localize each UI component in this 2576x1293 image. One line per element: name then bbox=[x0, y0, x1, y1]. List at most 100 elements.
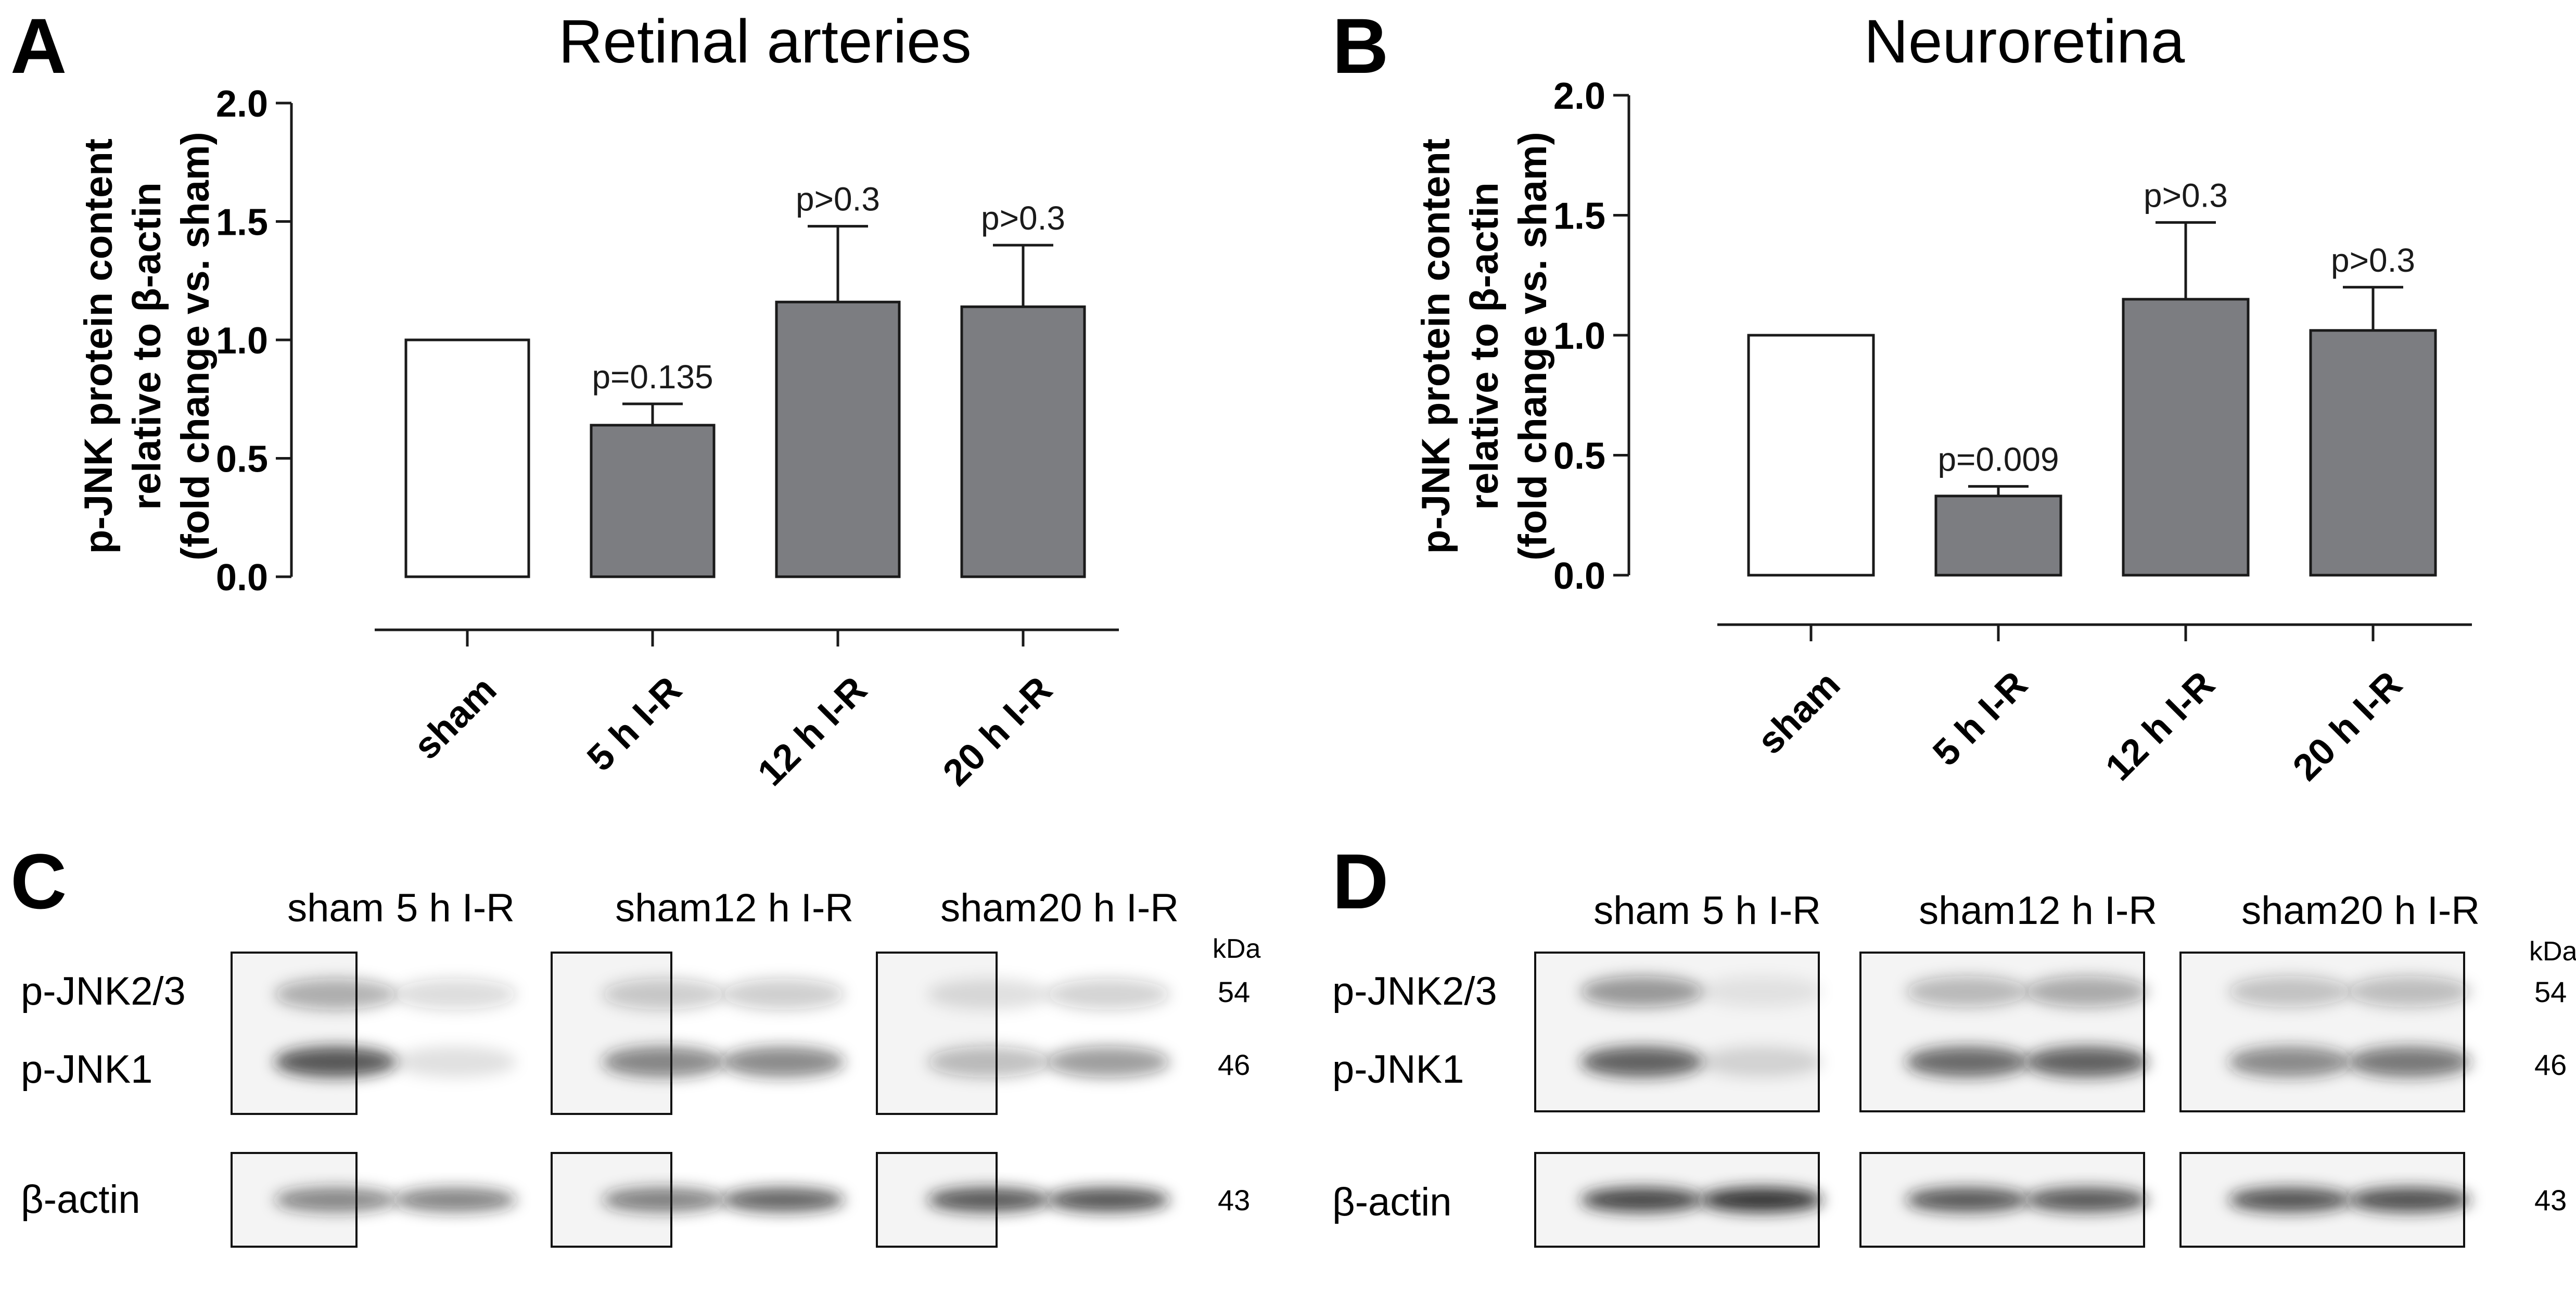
lane-label: sham bbox=[940, 886, 1037, 930]
kda-marker: 46 bbox=[2534, 1048, 2567, 1081]
band bbox=[1580, 1046, 1703, 1078]
lane-label: 12 h I-R bbox=[713, 886, 853, 930]
y-tick-label: 1.0 bbox=[216, 320, 268, 362]
gel-box-top bbox=[231, 952, 358, 1115]
band bbox=[2228, 1046, 2351, 1078]
band bbox=[1047, 1187, 1170, 1212]
kda-marker: 46 bbox=[1218, 1048, 1250, 1081]
bar-20-h-i-r bbox=[2309, 329, 2437, 577]
western-blot-panel-d: sham 5 h I-R sham 12 h I-R sham 20 h I-Rp-JNK… bbox=[1332, 889, 2576, 1248]
band bbox=[927, 979, 1050, 1010]
band bbox=[394, 1187, 517, 1212]
kda-marker: 54 bbox=[1218, 975, 1250, 1008]
band bbox=[1047, 1046, 1170, 1078]
y-tick-label: 2.0 bbox=[216, 83, 268, 125]
band bbox=[2025, 1046, 2148, 1078]
chart-title: Neuroretina bbox=[1864, 7, 2185, 76]
band bbox=[274, 1187, 397, 1212]
chart-title: Retinal arteries bbox=[558, 7, 972, 76]
p-value-label: p>0.3 bbox=[981, 199, 1065, 237]
band bbox=[1047, 979, 1170, 1010]
y-axis-label-line-1: p-JNK protein content bbox=[1414, 138, 1458, 554]
y-axis-label-line-2: relative to β-actin bbox=[125, 182, 169, 510]
band bbox=[1906, 1046, 2029, 1078]
row-label: β-actin bbox=[21, 1177, 141, 1222]
lane-label: 20 h I-R bbox=[1038, 886, 1179, 930]
y-axis-label-line-3: (fold change vs. sham) bbox=[173, 132, 218, 561]
y-tick-label: 0.5 bbox=[216, 439, 268, 480]
lane-label: sham bbox=[615, 886, 712, 930]
row-label: β-actin bbox=[1332, 1180, 1452, 1224]
row-label: p-JNK1 bbox=[21, 1047, 152, 1092]
bar-sham bbox=[1747, 334, 1875, 577]
panel-label-b: B bbox=[1332, 2, 1388, 90]
band bbox=[1700, 1046, 1823, 1078]
gel-box-top bbox=[1859, 952, 2145, 1112]
band bbox=[1906, 976, 2029, 1007]
panel-label-d: D bbox=[1332, 838, 1388, 925]
bar-5-h-i-r bbox=[1934, 495, 2062, 577]
band bbox=[602, 1046, 725, 1078]
p-value-label: p>0.3 bbox=[796, 181, 880, 218]
row-label: p-JNK1 bbox=[1332, 1047, 1464, 1092]
y-axis-label: p-JNK protein content relative to β-acti… bbox=[76, 132, 218, 561]
bar-sham bbox=[404, 338, 530, 578]
lane-label: 20 h I-R bbox=[2339, 889, 2480, 933]
row-label: p-JNK2/3 bbox=[1332, 969, 1497, 1013]
band bbox=[2025, 976, 2148, 1007]
lane-label: sham bbox=[287, 886, 384, 930]
band bbox=[2348, 976, 2471, 1007]
band bbox=[1906, 1187, 2029, 1212]
band bbox=[2228, 976, 2351, 1007]
bar-12-h-i-r bbox=[775, 300, 901, 578]
row-label: p-JNK2/3 bbox=[21, 969, 186, 1013]
y-axis-label-line-2: relative to β-actin bbox=[1462, 182, 1507, 510]
band bbox=[602, 1187, 725, 1212]
kda-unit-label: kDa bbox=[2529, 936, 2576, 967]
kda-marker: 43 bbox=[1218, 1184, 1250, 1216]
bar-5-h-i-r bbox=[590, 424, 716, 578]
band bbox=[1700, 976, 1823, 1007]
panel-label-a: A bbox=[10, 2, 67, 90]
gel-box-top bbox=[551, 952, 672, 1115]
band bbox=[722, 1046, 845, 1078]
panel-label-c: C bbox=[10, 838, 67, 925]
band bbox=[394, 1046, 517, 1078]
band bbox=[1580, 976, 1703, 1007]
lane-label: 12 h I-R bbox=[2017, 889, 2157, 933]
gel-box-top bbox=[876, 952, 998, 1115]
lane-label: 5 h I-R bbox=[396, 886, 515, 930]
bar-20-h-i-r bbox=[960, 305, 1086, 578]
bar-12-h-i-r bbox=[2122, 298, 2250, 577]
band bbox=[1700, 1187, 1823, 1212]
gel-box-top bbox=[1534, 952, 1820, 1112]
p-value-label: p=0.135 bbox=[592, 358, 713, 396]
kda-marker: 54 bbox=[2534, 975, 2567, 1008]
y-tick-label: 2.0 bbox=[1553, 75, 1605, 117]
band bbox=[2025, 1187, 2148, 1212]
p-value-label: p>0.3 bbox=[2331, 242, 2415, 279]
band bbox=[274, 979, 397, 1010]
lane-label: sham bbox=[2241, 889, 2338, 933]
band bbox=[2228, 1187, 2351, 1212]
kda-unit-label: kDa bbox=[1213, 934, 1261, 964]
p-value-label: p=0.009 bbox=[1937, 440, 2059, 478]
y-tick-label: 0.0 bbox=[1553, 555, 1605, 597]
lane-label: sham bbox=[1593, 889, 1690, 933]
lane-label: sham bbox=[1919, 889, 2016, 933]
kda-marker: 43 bbox=[2534, 1184, 2567, 1216]
band bbox=[274, 1046, 397, 1078]
lane-label: 5 h I-R bbox=[1702, 889, 1821, 933]
band bbox=[2348, 1046, 2471, 1078]
band bbox=[2348, 1187, 2471, 1212]
western-blot-panel-c: sham 5 h I-R sham 12 h I-R sham 20 h I-Rp-JNK… bbox=[21, 886, 1261, 1248]
band bbox=[722, 1187, 845, 1212]
band bbox=[927, 1187, 1050, 1212]
y-axis-label: p-JNK protein content relative to β-acti… bbox=[1414, 132, 1555, 561]
band bbox=[927, 1046, 1050, 1078]
y-tick-label: 1.5 bbox=[1553, 196, 1605, 237]
band bbox=[394, 979, 517, 1010]
y-tick-label: 0.0 bbox=[216, 557, 268, 599]
